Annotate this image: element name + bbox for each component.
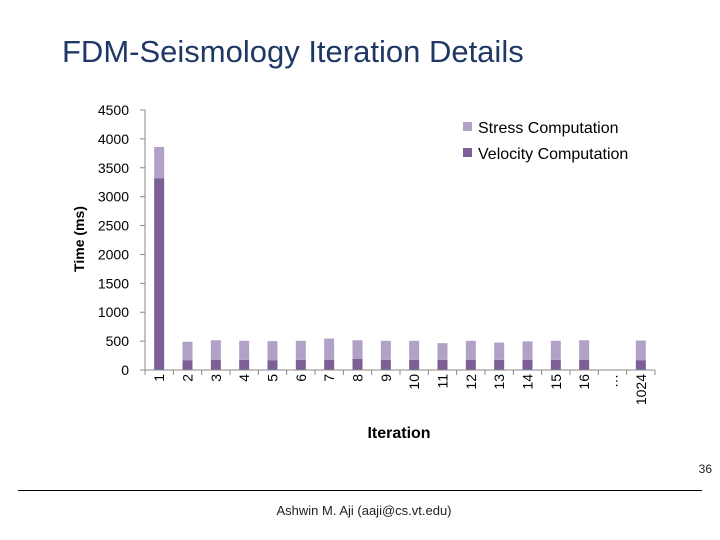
bar-stress-computation bbox=[352, 340, 363, 359]
bar-stress-computation bbox=[324, 338, 335, 360]
legend-swatch bbox=[463, 148, 472, 157]
y-tick-label: 1500 bbox=[98, 275, 129, 291]
y-tick-label: 500 bbox=[106, 333, 130, 349]
bar-stress-computation bbox=[550, 340, 561, 360]
y-tick-label: 1000 bbox=[98, 304, 129, 320]
x-tick-label: 6 bbox=[293, 374, 309, 382]
bar-stress-computation bbox=[409, 340, 420, 360]
bar-stress-computation bbox=[522, 341, 533, 360]
bar-velocity-computation bbox=[295, 359, 306, 370]
x-tick-label: 5 bbox=[265, 374, 281, 382]
y-tick-group: 0 500 1000 1500 2000 2500 3000 3500 4000 4500 bbox=[98, 102, 145, 378]
bar-velocity-computation bbox=[409, 359, 420, 370]
x-tick-label: 15 bbox=[548, 374, 564, 390]
slide-title: FDM-Seismology Iteration Details bbox=[62, 34, 524, 69]
bar-stress-computation bbox=[239, 340, 250, 360]
y-axis-label: Time (ms) bbox=[71, 206, 87, 272]
footer-divider bbox=[18, 490, 702, 491]
x-tick-label: 4 bbox=[236, 374, 252, 382]
bar-velocity-computation bbox=[380, 359, 391, 370]
x-tick-label: 2 bbox=[180, 374, 196, 382]
bar-velocity-computation bbox=[154, 178, 165, 370]
y-tick-label: 0 bbox=[121, 362, 129, 378]
bar-velocity-computation bbox=[352, 358, 363, 370]
x-tick-label: … bbox=[605, 374, 621, 388]
y-tick-label: 4000 bbox=[98, 131, 129, 147]
bar-velocity-computation bbox=[267, 360, 278, 370]
x-tick-label: 16 bbox=[576, 374, 592, 390]
bar-velocity-computation bbox=[635, 360, 646, 370]
bar-velocity-computation bbox=[522, 359, 533, 370]
bar-stress-computation bbox=[437, 343, 448, 360]
bar-stress-computation bbox=[494, 342, 505, 360]
x-tick-group: 1 2 3 4 5 6 7 8 9 10 11 12 13 14 15 16… 1024 bbox=[144, 370, 656, 405]
legend-label: Velocity Computation bbox=[478, 146, 628, 163]
bar-stress-computation bbox=[267, 341, 278, 361]
x-tick-label: 7 bbox=[321, 374, 337, 382]
x-tick-label: 12 bbox=[463, 374, 479, 390]
legend: Stress Computation Velocity Computation bbox=[463, 120, 628, 163]
legend-label: Stress Computation bbox=[478, 120, 619, 137]
x-tick-label: 10 bbox=[406, 374, 422, 390]
bar-velocity-computation bbox=[494, 359, 505, 370]
slide-number: 36 bbox=[698, 462, 712, 476]
y-tick-label: 3000 bbox=[98, 189, 129, 205]
bar-stress-computation bbox=[380, 340, 391, 360]
bar-stress-computation bbox=[182, 341, 193, 361]
bar-velocity-computation bbox=[210, 359, 221, 370]
x-tick-label: 14 bbox=[520, 374, 536, 390]
y-tick-label: 3500 bbox=[98, 160, 129, 176]
bar-velocity-computation bbox=[579, 359, 590, 370]
bar-velocity-computation bbox=[324, 359, 335, 370]
bar-stress-computation bbox=[295, 340, 306, 360]
y-tick-label: 2500 bbox=[98, 218, 129, 234]
footer-author: Ashwin M. Aji (aaji@cs.vt.edu) bbox=[276, 503, 452, 518]
x-tick-label: 1 bbox=[151, 374, 167, 382]
bar-velocity-computation bbox=[437, 359, 448, 370]
x-tick-label: 9 bbox=[378, 374, 394, 382]
bar-velocity-computation bbox=[465, 359, 476, 370]
x-axis-label: Iteration bbox=[367, 425, 430, 442]
x-tick-label: 13 bbox=[491, 374, 507, 390]
legend-swatch bbox=[463, 122, 472, 131]
bar-velocity-computation bbox=[239, 359, 250, 370]
bar-stress-computation bbox=[154, 146, 165, 179]
x-tick-label: 8 bbox=[350, 374, 366, 382]
bar-velocity-computation bbox=[182, 360, 193, 370]
x-tick-label: 3 bbox=[208, 374, 224, 382]
bar-group bbox=[154, 146, 646, 370]
y-tick-label: 4500 bbox=[98, 102, 129, 118]
bar-stress-computation bbox=[579, 340, 590, 360]
bar-velocity-computation bbox=[550, 359, 561, 370]
bar-stress-computation bbox=[635, 340, 646, 361]
bar-stress-computation bbox=[465, 340, 476, 360]
y-tick-label: 2000 bbox=[98, 246, 129, 262]
x-tick-label: 11 bbox=[435, 374, 451, 389]
x-tick-label: 1024 bbox=[633, 374, 649, 405]
bar-stress-computation bbox=[210, 340, 221, 360]
